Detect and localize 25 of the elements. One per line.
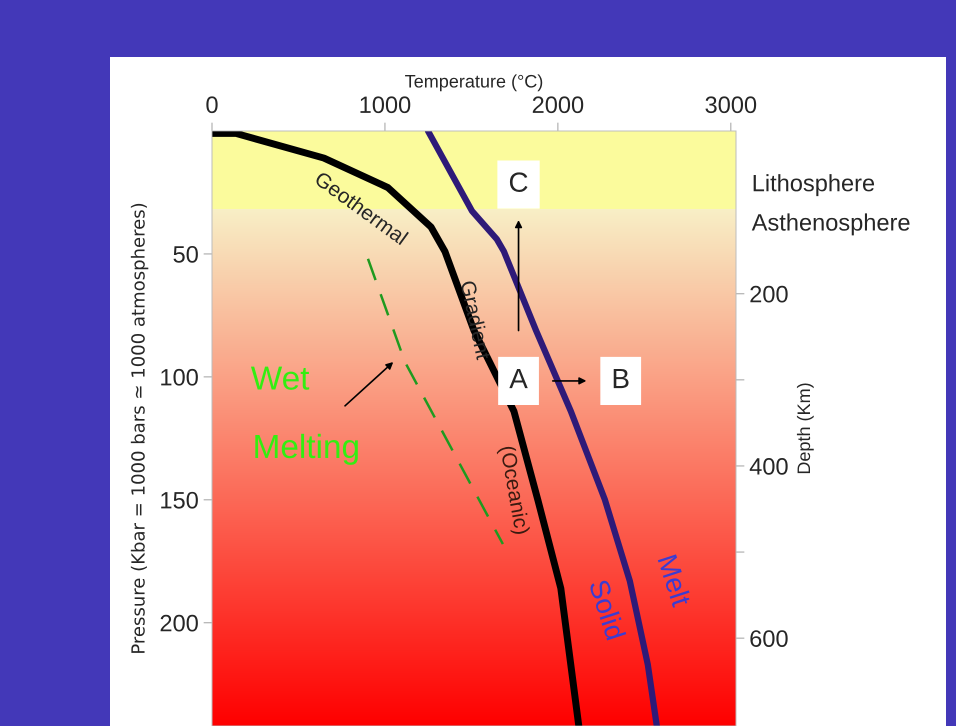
x-axis-title: Temperature (°C) bbox=[405, 74, 542, 92]
annotation: Gradient bbox=[460, 280, 492, 360]
annotation: A bbox=[509, 368, 528, 388]
y-tick-label: 100 bbox=[161, 368, 198, 386]
y2-tick-label: 600 bbox=[750, 630, 788, 647]
annotation: Wet bbox=[250, 366, 310, 390]
y-tick-label: 150 bbox=[161, 492, 198, 509]
annotation: Melting bbox=[255, 434, 358, 465]
x-tick-label: 2000 bbox=[532, 96, 584, 114]
y2-tick-label: 400 bbox=[750, 458, 788, 475]
annotation: Solid bbox=[588, 578, 626, 641]
band-label: Lithosphere bbox=[754, 174, 874, 196]
annotation: Melt bbox=[658, 554, 692, 608]
x-tick-label: 3000 bbox=[705, 96, 756, 114]
y-axis-title: Pressure (Kbar = 1000 bars ≃ 1000 atmospheres) bbox=[130, 204, 148, 653]
band-label: Asthenosphere bbox=[752, 213, 910, 236]
x-tick-label: 0 bbox=[206, 96, 218, 114]
annotation: B bbox=[614, 368, 629, 388]
x-tick-label: 1000 bbox=[360, 96, 410, 114]
y2-axis-title: Depth (Km) bbox=[796, 383, 814, 474]
y-tick-label: 50 bbox=[173, 246, 198, 263]
annotation: (Oceanic) bbox=[496, 446, 530, 536]
y-tick-label: 200 bbox=[160, 614, 198, 632]
y2-tick-label: 200 bbox=[750, 286, 788, 303]
annotation: C bbox=[510, 172, 528, 192]
